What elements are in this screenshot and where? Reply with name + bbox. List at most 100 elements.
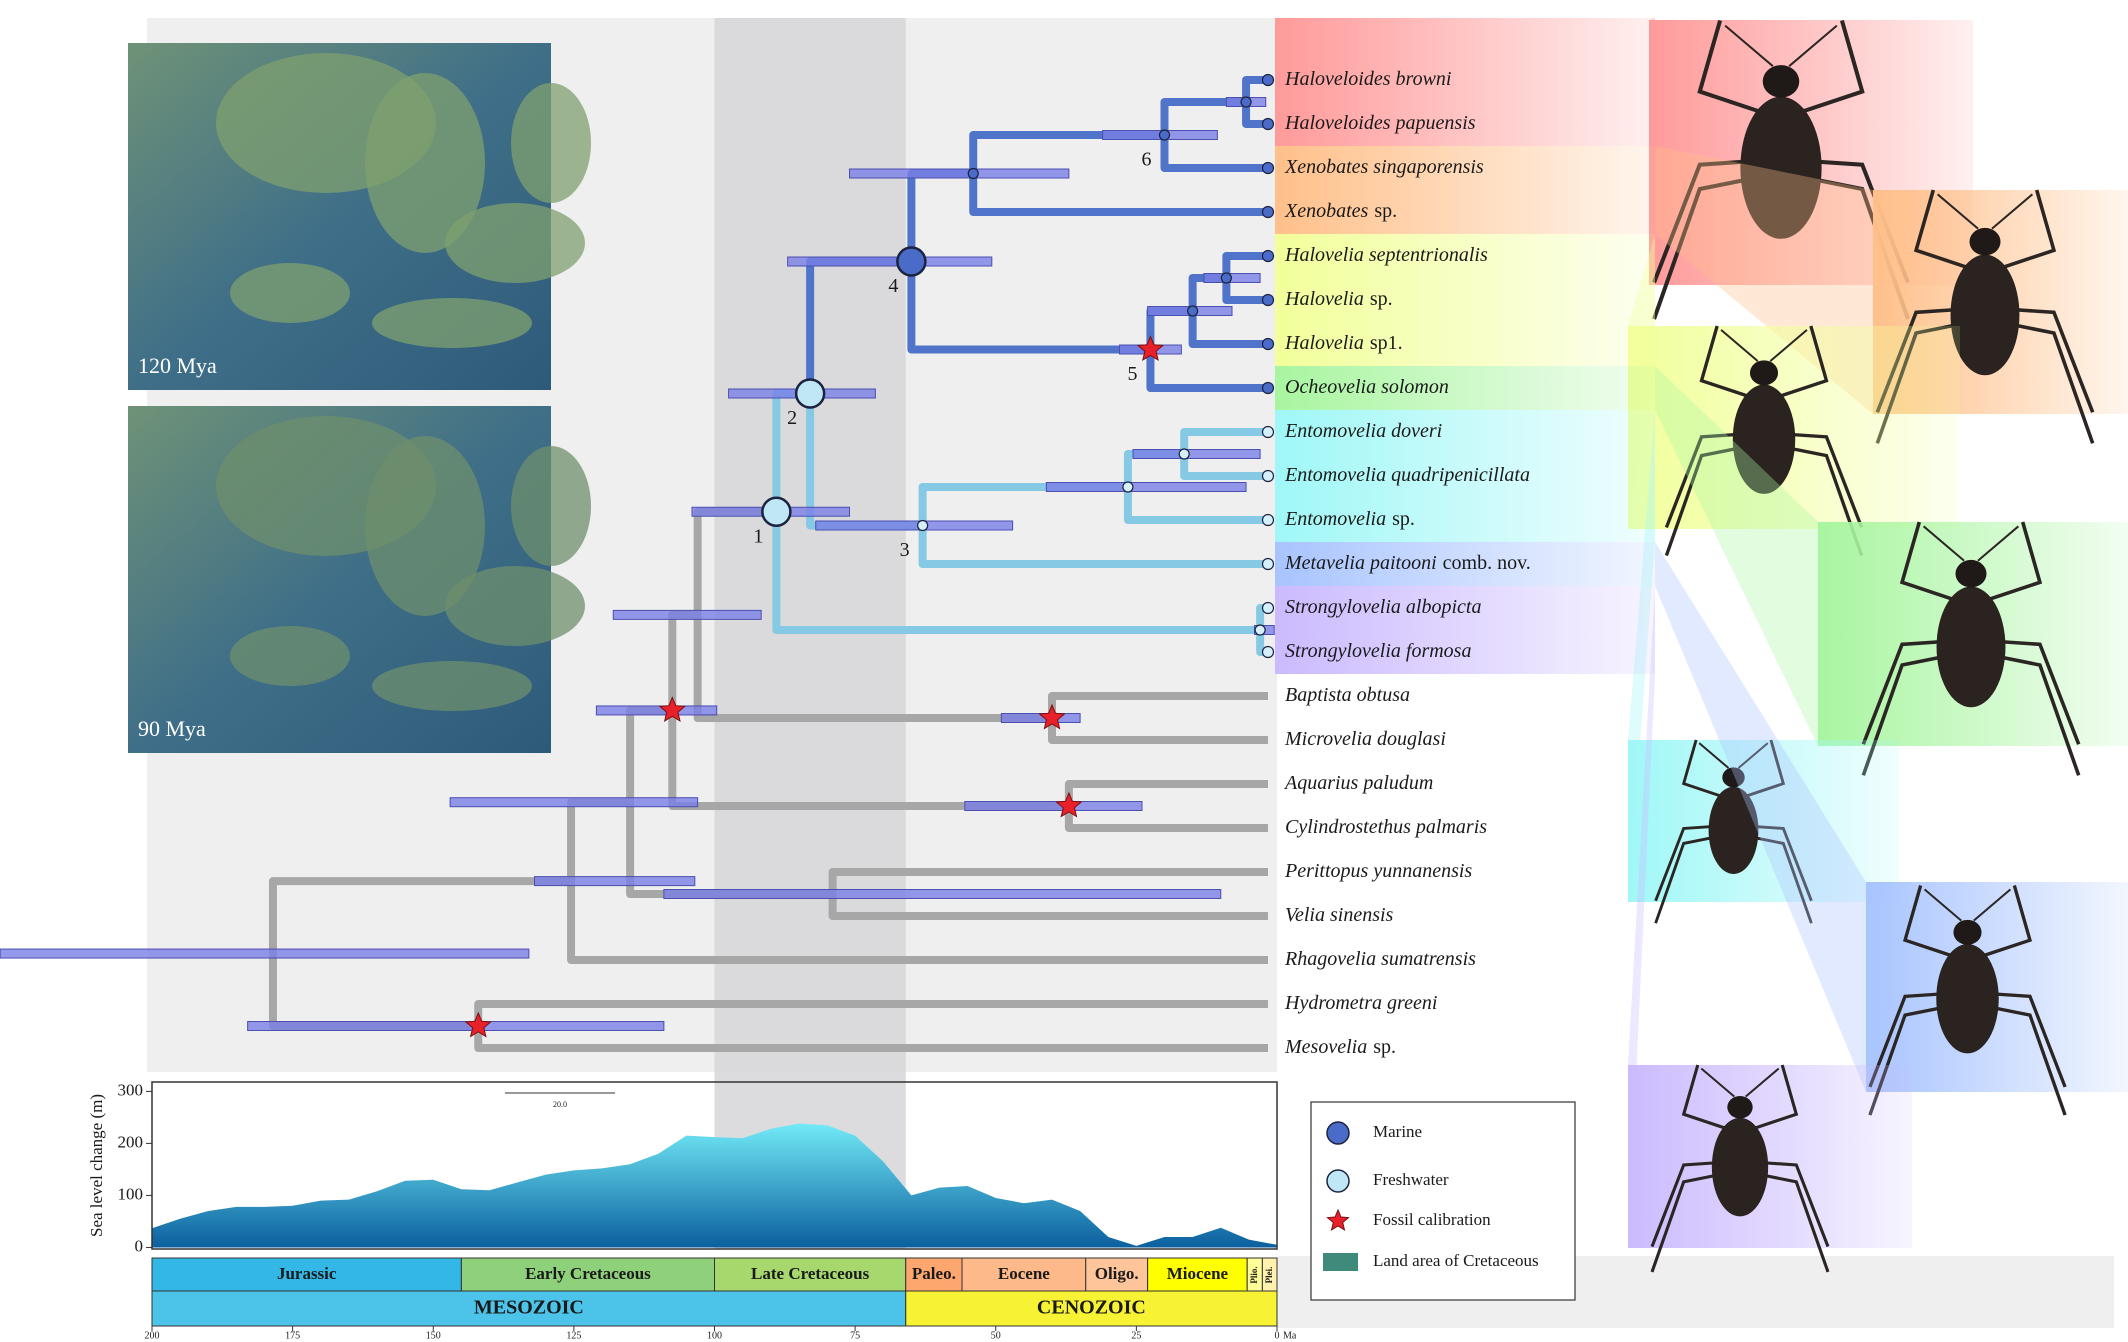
node-state [1122, 481, 1134, 493]
period-box [1085, 1257, 1149, 1292]
period-label: Plei. [1264, 1267, 1274, 1284]
body [1936, 586, 2006, 708]
leg [1650, 1160, 1727, 1248]
tip-state [1261, 513, 1275, 527]
period-label: Oligo. [1095, 1264, 1139, 1283]
taxon-name: Aquarius paludum [1283, 772, 1433, 794]
taxon-name: Baptista obtusa [1285, 684, 1410, 706]
body [1936, 944, 1999, 1054]
taxon-label: Entomovelia sp. [1284, 508, 1415, 530]
antenna [1698, 742, 1730, 769]
specimen-photo [1861, 521, 2081, 776]
taxon-label: Ocheovelia solomon [1285, 376, 1449, 398]
branch [772, 511, 1261, 634]
branch [907, 261, 1151, 354]
fossil-star [1038, 703, 1066, 730]
period-label: Eocene [998, 1264, 1050, 1283]
taxon-label: Microvelia douglasi [1284, 728, 1446, 750]
hpd-bar [815, 520, 1014, 531]
tip-state [1261, 117, 1275, 131]
hpd-bar [1132, 449, 1261, 459]
branch [1242, 76, 1268, 102]
leg [1681, 1064, 1727, 1130]
node-label: 6 [1142, 149, 1152, 171]
specimen-photo [1664, 325, 1864, 557]
taxon-suffix: sp. [1392, 508, 1415, 530]
head [1722, 767, 1745, 788]
leg [1753, 1171, 1830, 1273]
branch [918, 525, 1268, 568]
antenna [1977, 525, 2020, 562]
leg [1982, 885, 2033, 958]
leg [1988, 639, 2081, 745]
branch [474, 1026, 1268, 1052]
band-connector [1655, 542, 1866, 1092]
taxon-label: Halovelia septentrionalis [1284, 244, 1488, 266]
branch [828, 868, 1268, 894]
specimen-photo [1654, 739, 1813, 924]
land-area [230, 263, 350, 323]
land-area [372, 298, 532, 348]
specimen-panel [1628, 1065, 1912, 1248]
leg [2002, 307, 2095, 413]
fossil-star [1055, 791, 1083, 818]
hpd-bar [663, 889, 1222, 899]
x-tick-label: 25 [1131, 1330, 1141, 1341]
land-area [511, 83, 591, 203]
taxon-suffix: sp. [1370, 288, 1393, 310]
specimen-photo [1652, 19, 1910, 320]
leg [1899, 521, 1955, 602]
node-label: 1 [753, 525, 763, 547]
period-box [714, 1257, 907, 1292]
tip-state [1261, 425, 1275, 439]
branch [567, 881, 1268, 964]
leg [1654, 824, 1722, 902]
x-tick-label: 100 [707, 1330, 722, 1341]
branch [1064, 806, 1268, 832]
taxon-name: Xenobates singaporensis [1284, 156, 1484, 178]
tip-state [1261, 249, 1275, 263]
branch [1188, 311, 1268, 348]
taxon-band [1275, 234, 1655, 366]
taxon-label: Velia sinensis [1285, 904, 1394, 926]
taxon-name: Microvelia douglasi [1284, 728, 1446, 750]
taxon-label: Xenobates singaporensis [1284, 156, 1484, 178]
x-tick-label: 200 [145, 1330, 160, 1341]
period-box [460, 1257, 715, 1292]
antenna [1788, 24, 1838, 67]
era-box [151, 1290, 907, 1327]
band-connector [1655, 366, 1818, 746]
antenna [1700, 1067, 1736, 1098]
leg [1861, 652, 1955, 776]
antenna [1769, 329, 1808, 362]
era-label: MESOZOIC [474, 1297, 584, 1319]
land-area [365, 436, 485, 616]
leg [1664, 432, 1749, 529]
head [1762, 65, 1800, 98]
leg [1650, 1171, 1727, 1273]
taxon-band [1275, 542, 1655, 586]
leg [2001, 189, 2057, 270]
node-state [1187, 305, 1199, 317]
branch [969, 131, 1165, 174]
leg [1681, 739, 1722, 798]
period-box [1147, 1257, 1248, 1292]
y-tick-label: 300 [118, 1080, 144, 1099]
leg [1697, 19, 1762, 114]
node-state [761, 496, 792, 527]
fossil-star [464, 1011, 492, 1038]
branch [1160, 135, 1268, 172]
period-label: Paleo. [912, 1264, 956, 1283]
specimen-photo [1868, 885, 2067, 1116]
legend-swatch [1326, 1121, 1350, 1145]
node-state [1220, 272, 1232, 284]
taxon-suffix: sp. [1374, 200, 1397, 222]
branch [1146, 349, 1268, 392]
y-tick-label: 100 [118, 1184, 144, 1203]
legend-swatch [1326, 1208, 1350, 1231]
land-area [365, 73, 485, 253]
era-box [905, 1290, 1278, 1327]
branch [1048, 718, 1268, 744]
taxon-name: Halovelia septentrionalis [1284, 244, 1488, 266]
taxon-label: Aquarius paludum [1283, 772, 1433, 794]
